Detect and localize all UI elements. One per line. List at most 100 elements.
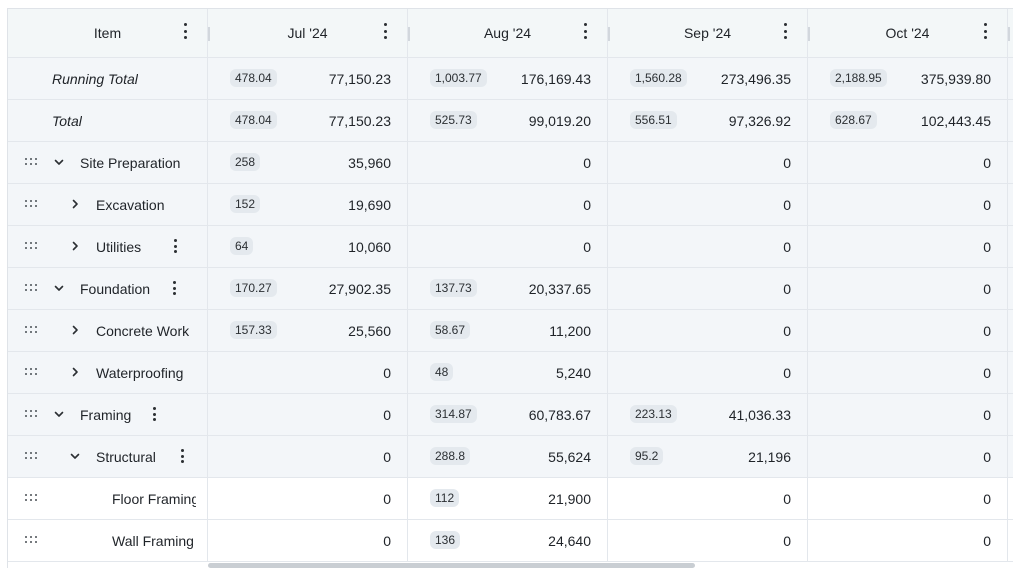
month-cell[interactable]: 0	[208, 352, 408, 393]
month-cell[interactable]: 0	[608, 268, 808, 309]
chevron-down-icon[interactable]	[52, 155, 66, 169]
month-cell[interactable]: 0	[808, 436, 1008, 477]
drag-handle-icon[interactable]	[25, 536, 38, 544]
drag-handle-icon[interactable]	[25, 158, 38, 166]
header-cell-month[interactable]: Aug '24	[408, 9, 610, 57]
month-cell[interactable]: 0	[608, 310, 808, 351]
month-cell[interactable]: 0	[408, 226, 608, 267]
item-cell[interactable]: Waterproofing	[8, 352, 208, 393]
item-cell[interactable]: Floor Framing	[8, 478, 208, 519]
month-cell[interactable]: 1,003.77 176,169.43	[408, 58, 608, 99]
column-resize-handle[interactable]	[1008, 27, 1010, 41]
month-cell[interactable]: 152 19,690	[208, 184, 408, 225]
item-cell[interactable]: Structural	[8, 436, 208, 477]
header-cell-item[interactable]: Item	[8, 9, 210, 57]
item-cell[interactable]: Wall Framing	[8, 520, 208, 561]
month-cell[interactable]: 288.8 55,624	[408, 436, 608, 477]
row-menu-icon[interactable]	[181, 449, 185, 463]
chevron-down-icon[interactable]	[68, 449, 82, 463]
chevron-right-icon[interactable]	[68, 239, 82, 253]
month-cell[interactable]: 0	[808, 520, 1008, 561]
drag-handle-icon[interactable]	[25, 494, 38, 502]
chevron-down-icon[interactable]	[52, 281, 66, 295]
drag-handle-icon[interactable]	[25, 200, 38, 208]
row-menu-icon[interactable]	[174, 239, 178, 253]
horizontal-scrollbar[interactable]	[208, 563, 695, 568]
chevron-down-icon[interactable]	[52, 407, 66, 421]
month-cell[interactable]: 0	[408, 142, 608, 183]
row-menu-icon[interactable]	[153, 407, 157, 421]
drag-handle-icon[interactable]	[25, 242, 38, 250]
month-cell[interactable]: 0	[608, 352, 808, 393]
month-cell[interactable]: 0	[208, 436, 408, 477]
month-cell[interactable]: 314.87 60,783.67	[408, 394, 608, 435]
column-resize-handle[interactable]	[208, 27, 210, 41]
month-cell[interactable]: 157.33 25,560	[208, 310, 408, 351]
column-resize-handle[interactable]	[608, 27, 610, 41]
month-cell[interactable]: 525.73 99,019.20	[408, 100, 608, 141]
chevron-right-icon[interactable]	[68, 197, 82, 211]
item-cell[interactable]: Concrete Work	[8, 310, 208, 351]
month-cell[interactable]: 95.2 21,196	[608, 436, 808, 477]
drag-handle-icon[interactable]	[25, 284, 38, 292]
month-cell[interactable]: 1,560.28 273,496.35	[608, 58, 808, 99]
month-cell[interactable]: 0	[808, 310, 1008, 351]
month-cell[interactable]: 0	[608, 142, 808, 183]
month-cell[interactable]: 58.67 11,200	[408, 310, 608, 351]
month-cell[interactable]: 112 21,900	[408, 478, 608, 519]
month-cell[interactable]: 0	[808, 352, 1008, 393]
month-cell[interactable]: 170.27 27,902.35	[208, 268, 408, 309]
item-cell[interactable]: Total	[8, 100, 208, 141]
month-cell[interactable]: 0	[408, 184, 608, 225]
month-cell[interactable]: 258 35,960	[208, 142, 408, 183]
column-resize-handle[interactable]	[408, 27, 410, 41]
month-cell[interactable]: 223.13 41,036.33	[608, 394, 808, 435]
item-cell[interactable]: Framing	[8, 394, 208, 435]
item-cell[interactable]: Foundation	[8, 268, 208, 309]
drag-handle-icon[interactable]	[25, 326, 38, 334]
month-cell[interactable]: 0	[208, 478, 408, 519]
month-cell[interactable]: 0	[808, 394, 1008, 435]
month-cell[interactable]: 0	[608, 520, 808, 561]
drag-handle-icon[interactable]	[25, 452, 38, 460]
column-menu-icon[interactable]	[384, 23, 388, 39]
month-cell[interactable]: 48 5,240	[408, 352, 608, 393]
month-cell[interactable]: 0	[808, 184, 1008, 225]
item-cell[interactable]: Running Total	[8, 58, 208, 99]
month-cell[interactable]: 0	[208, 520, 408, 561]
month-cell[interactable]: 0	[608, 478, 808, 519]
month-cell[interactable]: 0	[608, 184, 808, 225]
row-menu-icon[interactable]	[173, 281, 177, 295]
column-menu-icon[interactable]	[984, 23, 988, 39]
month-cell[interactable]: 137.73 20,337.65	[408, 268, 608, 309]
column-menu-icon[interactable]	[584, 23, 588, 39]
month-cell[interactable]: 2,188.95 375,939.80	[808, 58, 1008, 99]
header-cell-month[interactable]: Oct '24	[808, 9, 1010, 57]
month-cell[interactable]: 0	[808, 478, 1008, 519]
month-cell[interactable]: 556.51 97,326.92	[608, 100, 808, 141]
amount-value: 176,169.43	[520, 71, 591, 87]
header-cell-month[interactable]: Jul '24	[208, 9, 410, 57]
drag-handle-icon[interactable]	[25, 368, 38, 376]
month-cell[interactable]: 478.04 77,150.23	[208, 58, 408, 99]
month-cell[interactable]: 136 24,640	[408, 520, 608, 561]
item-cell[interactable]: Excavation	[8, 184, 208, 225]
item-cell[interactable]: Utilities	[8, 226, 208, 267]
header-cell-month[interactable]: Sep '24	[608, 9, 810, 57]
month-cell[interactable]: 0	[808, 268, 1008, 309]
hours-badge: 170.27	[230, 279, 277, 297]
chevron-right-icon[interactable]	[68, 365, 82, 379]
column-menu-icon[interactable]	[784, 23, 788, 39]
month-cell[interactable]: 0	[808, 142, 1008, 183]
drag-handle-icon[interactable]	[25, 410, 38, 418]
chevron-right-icon[interactable]	[68, 323, 82, 337]
column-resize-handle[interactable]	[808, 27, 810, 41]
column-menu-icon[interactable]	[184, 23, 188, 39]
month-cell[interactable]: 0	[208, 394, 408, 435]
month-cell[interactable]: 478.04 77,150.23	[208, 100, 408, 141]
month-cell[interactable]: 628.67 102,443.45	[808, 100, 1008, 141]
month-cell[interactable]: 64 10,060	[208, 226, 408, 267]
item-cell[interactable]: Site Preparation	[8, 142, 208, 183]
month-cell[interactable]: 0	[608, 226, 808, 267]
month-cell[interactable]: 0	[808, 226, 1008, 267]
